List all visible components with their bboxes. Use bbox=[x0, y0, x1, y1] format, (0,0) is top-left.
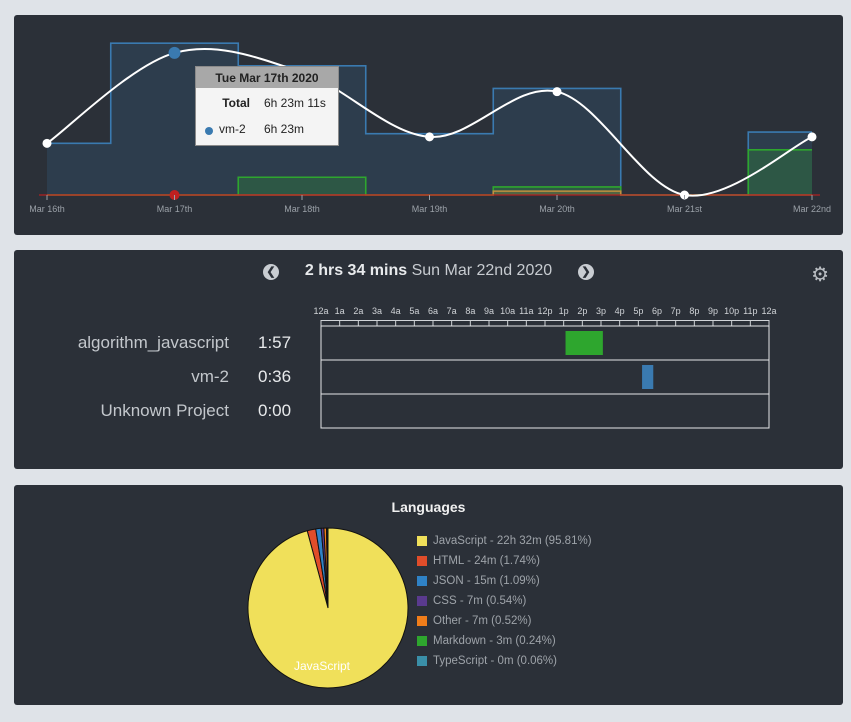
hour-label: 4a bbox=[390, 306, 401, 316]
legend-label: Other - 7m (0.52%) bbox=[433, 615, 532, 627]
languages-legend: JavaScript - 22h 32m (95.81%) HTML - 24m … bbox=[417, 535, 592, 675]
tooltip-total-label: Total bbox=[222, 96, 250, 110]
tooltip-series-value: 6h 23m bbox=[264, 122, 305, 136]
legend-item[interactable]: TypeScript - 0m (0.06%) bbox=[417, 655, 592, 675]
chart-tooltip: Tue Mar 17th 2020 Total 6h 23m 11s vm-2 … bbox=[195, 66, 339, 146]
legend-swatch bbox=[417, 596, 427, 606]
weekly-activity-chart: Mar 16th Mar 17th Mar 18th Mar 19th Mar 20th… bbox=[29, 42, 831, 214]
activity-segment bbox=[642, 365, 654, 389]
x-tick-label: Mar 18th bbox=[284, 204, 320, 214]
hour-label: 5p bbox=[633, 306, 644, 316]
hour-label: 3a bbox=[371, 306, 383, 316]
x-tick-label: Mar 21st bbox=[667, 204, 703, 214]
languages-pie-chart: JavaScript bbox=[247, 527, 409, 689]
project-time: 0:00 bbox=[258, 401, 292, 420]
languages-panel: Languages JavaScript JavaScript - 22h 32… bbox=[14, 485, 843, 705]
hour-label: 2p bbox=[577, 306, 588, 316]
total-point bbox=[425, 132, 434, 142]
pie-slice-javascript bbox=[247, 527, 409, 689]
timeline-row bbox=[320, 359, 770, 395]
hour-label: 5a bbox=[409, 306, 420, 316]
x-tick-label: Mar 20th bbox=[539, 204, 575, 214]
languages-title: Languages bbox=[391, 499, 466, 515]
tooltip-total-value: 6h 23m 11s bbox=[264, 96, 326, 110]
project-time: 1:57 bbox=[258, 333, 292, 352]
hour-label: 8p bbox=[689, 306, 700, 316]
legend-swatch bbox=[417, 656, 427, 666]
timeline-chart bbox=[320, 320, 770, 429]
hour-label: 1a bbox=[334, 306, 345, 316]
hour-label: 10p bbox=[724, 306, 740, 316]
legend-item[interactable]: CSS - 7m (0.54%) bbox=[417, 595, 592, 615]
hour-label: 8a bbox=[465, 306, 476, 316]
tooltip-series-dot bbox=[205, 127, 213, 135]
hour-label: 10a bbox=[500, 306, 516, 316]
legend-label: TypeScript - 0m (0.06%) bbox=[433, 655, 557, 667]
activity-segment bbox=[565, 331, 603, 355]
project-name[interactable]: Unknown Project bbox=[100, 401, 229, 420]
x-tick-label: Mar 22nd bbox=[793, 204, 831, 214]
legend-swatch bbox=[417, 536, 427, 546]
x-tick-label: Mar 16th bbox=[29, 204, 65, 214]
project-time: 0:36 bbox=[258, 367, 292, 386]
hour-label: 11a bbox=[519, 306, 534, 316]
series-0-area bbox=[47, 43, 812, 196]
hour-label: 12a bbox=[761, 306, 777, 316]
legend-item[interactable]: Other - 7m (0.52%) bbox=[417, 615, 592, 635]
hour-label: 11p bbox=[743, 306, 758, 316]
hour-label: 9p bbox=[707, 306, 719, 316]
tooltip-series-label: vm-2 bbox=[219, 122, 246, 136]
day-timeline-panel: ❮ 2 hrs 34 mins Sun Mar 22nd 2020 ❯ ⚙ 12… bbox=[14, 250, 843, 469]
pie-slice-label: JavaScript bbox=[294, 659, 351, 673]
hour-label: 4p bbox=[614, 306, 625, 316]
legend-item[interactable]: JavaScript - 22h 32m (95.81%) bbox=[417, 535, 592, 555]
hour-label: 1p bbox=[558, 306, 569, 316]
timeline-row bbox=[320, 393, 770, 429]
day-total: 2 hrs 34 mins bbox=[304, 262, 408, 279]
chevron-left-icon[interactable]: ❮ bbox=[263, 264, 279, 280]
hour-label: 7p bbox=[670, 306, 681, 316]
legend-item[interactable]: JSON - 15m (1.09%) bbox=[417, 575, 592, 595]
legend-swatch bbox=[417, 616, 427, 626]
legend-label: JSON - 15m (1.09%) bbox=[433, 575, 540, 587]
tooltip-title: Tue Mar 17th 2020 bbox=[196, 67, 338, 88]
legend-label: Markdown - 3m (0.24%) bbox=[433, 635, 556, 647]
hour-label: 6a bbox=[427, 306, 439, 316]
legend-label: HTML - 24m (1.74%) bbox=[433, 555, 540, 567]
legend-swatch bbox=[417, 636, 427, 646]
legend-label: JavaScript - 22h 32m (95.81%) bbox=[433, 535, 592, 547]
total-point bbox=[42, 138, 52, 148]
x-tick-label: Mar 19th bbox=[412, 204, 448, 214]
gear-icon[interactable]: ⚙ bbox=[811, 264, 829, 286]
x-tick-label: Mar 17th bbox=[157, 204, 193, 214]
total-point bbox=[552, 87, 562, 97]
hour-label: 2a bbox=[353, 306, 364, 316]
legend-swatch bbox=[417, 556, 427, 566]
day-date: Sun Mar 22nd 2020 bbox=[411, 262, 553, 279]
weekly-activity-panel: Mar 16th Mar 17th Mar 18th Mar 19th Mar 20th… bbox=[14, 15, 843, 235]
legend-label: CSS - 7m (0.54%) bbox=[433, 595, 527, 607]
chevron-right-icon[interactable]: ❯ bbox=[578, 264, 594, 280]
hour-label: 7a bbox=[446, 306, 457, 316]
timeline-row bbox=[320, 325, 770, 361]
total-point bbox=[168, 46, 181, 59]
legend-item[interactable]: HTML - 24m (1.74%) bbox=[417, 555, 592, 575]
hour-label: 12p bbox=[537, 306, 553, 316]
total-point bbox=[807, 132, 817, 142]
project-name[interactable]: algorithm_javascript bbox=[77, 333, 229, 352]
project-name[interactable]: vm-2 bbox=[191, 367, 229, 386]
hour-label: 12a bbox=[313, 306, 329, 316]
legend-item[interactable]: Markdown - 3m (0.24%) bbox=[417, 635, 592, 655]
hour-label: 9a bbox=[483, 306, 495, 316]
legend-swatch bbox=[417, 576, 427, 586]
hour-label: 3p bbox=[595, 306, 607, 316]
day-summary: 2 hrs 34 mins Sun Mar 22nd 2020 bbox=[14, 262, 843, 280]
hour-label: 6p bbox=[651, 306, 663, 316]
